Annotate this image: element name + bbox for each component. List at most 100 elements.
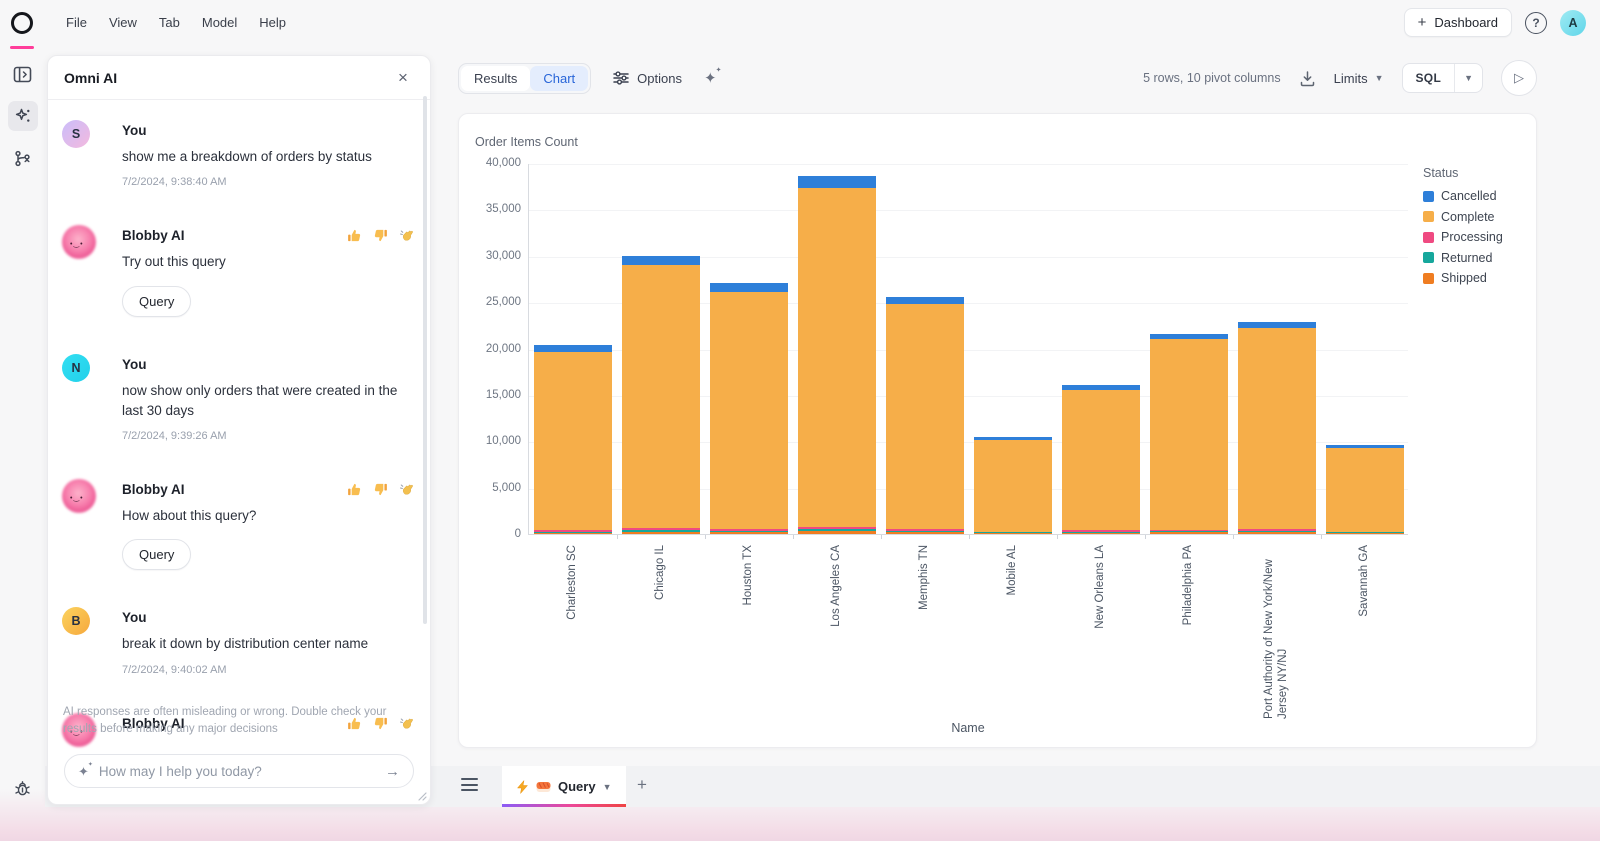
bar-segment-processing[interactable]	[1062, 530, 1140, 532]
stacked-bar[interactable]	[622, 255, 700, 534]
stacked-bar[interactable]	[974, 437, 1052, 534]
chat-input[interactable]	[98, 763, 375, 779]
bar-segment-complete[interactable]	[974, 440, 1052, 532]
wave-icon[interactable]	[399, 482, 414, 497]
help-icon[interactable]: ?	[1525, 11, 1547, 34]
bar-segment-cancelled[interactable]	[886, 296, 964, 305]
menu-model[interactable]: Model	[201, 15, 238, 30]
options-button[interactable]: Options	[613, 71, 682, 86]
bar-segment-shipped[interactable]	[1326, 533, 1404, 534]
bar-segment-complete[interactable]	[798, 187, 876, 527]
query-link-button[interactable]: Query	[122, 539, 192, 571]
bar-segment-processing[interactable]	[710, 529, 788, 531]
bar-segment-cancelled[interactable]	[1238, 322, 1316, 329]
thumbs-up-icon[interactable]	[347, 482, 362, 497]
bar-segment-complete[interactable]	[1062, 389, 1140, 531]
bar-segment-shipped[interactable]	[798, 531, 876, 534]
bar-segment-processing[interactable]	[798, 526, 876, 529]
wave-icon[interactable]	[399, 228, 414, 243]
bar-segment-returned[interactable]	[798, 528, 876, 532]
panel-toggle-icon[interactable]	[8, 59, 38, 89]
tab-list-menu-icon[interactable]	[461, 778, 478, 791]
bar-segment-cancelled[interactable]	[1062, 384, 1140, 390]
bar-segment-shipped[interactable]	[1150, 532, 1228, 534]
menu-help[interactable]: Help	[259, 15, 287, 30]
stacked-bar[interactable]	[1326, 445, 1404, 534]
bar-segment-returned[interactable]	[1238, 530, 1316, 533]
sql-button[interactable]: SQL	[1415, 71, 1442, 85]
bar-segment-returned[interactable]	[886, 530, 964, 533]
bar-segment-returned[interactable]	[534, 531, 612, 533]
sql-dropdown-button[interactable]: ▼	[1454, 64, 1482, 92]
bar-segment-cancelled[interactable]	[534, 344, 612, 352]
bar-segment-cancelled[interactable]	[1326, 445, 1404, 448]
bar-segment-cancelled[interactable]	[1150, 333, 1228, 339]
bar-segment-processing[interactable]	[1150, 529, 1228, 532]
tab-chart[interactable]: Chart	[530, 65, 589, 91]
thumbs-up-icon[interactable]	[347, 716, 362, 731]
menu-view[interactable]: View	[108, 15, 137, 30]
omni-logo-icon[interactable]	[11, 11, 33, 34]
send-arrow-icon[interactable]: →	[385, 762, 400, 780]
stacked-bar[interactable]	[798, 175, 876, 534]
tab-query[interactable]: Query ▼	[502, 766, 626, 807]
thumbs-down-icon[interactable]	[373, 716, 388, 731]
run-query-button[interactable]: ▷	[1501, 60, 1537, 96]
ai-assist-icon[interactable]: ✦	[704, 66, 721, 87]
bug-icon[interactable]	[7, 773, 37, 803]
bar-segment-returned[interactable]	[1150, 531, 1228, 533]
bar-segment-shipped[interactable]	[974, 532, 1052, 534]
legend-item[interactable]: Complete	[1423, 210, 1503, 224]
bar-segment-returned[interactable]	[622, 529, 700, 532]
legend-item[interactable]: Shipped	[1423, 271, 1503, 285]
bar-segment-complete[interactable]	[886, 304, 964, 530]
query-link-button[interactable]: Query	[122, 285, 192, 317]
new-dashboard-button[interactable]: + Dashboard	[1403, 8, 1512, 37]
stacked-bar[interactable]	[1062, 384, 1140, 534]
bar-segment-processing[interactable]	[974, 531, 1052, 533]
bar-segment-processing[interactable]	[1238, 529, 1316, 531]
limits-dropdown[interactable]: Limits ▼	[1334, 71, 1384, 86]
bar-segment-shipped[interactable]	[534, 532, 612, 534]
bar-segment-shipped[interactable]	[1238, 532, 1316, 534]
bar-segment-complete[interactable]	[534, 351, 612, 531]
legend-item[interactable]: Cancelled	[1423, 189, 1503, 203]
menu-file[interactable]: File	[66, 15, 87, 30]
thumbs-up-icon[interactable]	[347, 228, 362, 243]
ai-sparkles-icon[interactable]	[7, 101, 38, 131]
bar-segment-processing[interactable]	[1326, 531, 1404, 533]
close-icon[interactable]: ×	[398, 67, 408, 87]
stacked-bar[interactable]	[1238, 322, 1316, 534]
bar-segment-complete[interactable]	[1326, 447, 1404, 532]
legend-item[interactable]: Returned	[1423, 251, 1503, 265]
bar-segment-shipped[interactable]	[886, 532, 964, 534]
bar-segment-complete[interactable]	[710, 291, 788, 530]
download-icon[interactable]	[1299, 70, 1316, 87]
bar-segment-returned[interactable]	[710, 530, 788, 533]
stacked-bar[interactable]	[710, 283, 788, 534]
bar-segment-processing[interactable]	[534, 530, 612, 532]
bar-segment-complete[interactable]	[1238, 328, 1316, 530]
bar-segment-complete[interactable]	[622, 265, 700, 529]
bar-segment-shipped[interactable]	[710, 532, 788, 534]
resize-grip-icon[interactable]	[418, 792, 427, 801]
bar-segment-cancelled[interactable]	[710, 283, 788, 292]
chat-scrollbar[interactable]	[423, 96, 427, 624]
stacked-bar[interactable]	[886, 296, 964, 534]
stacked-bar[interactable]	[534, 344, 612, 534]
bar-segment-complete[interactable]	[1150, 338, 1228, 530]
bar-segment-returned[interactable]	[1062, 531, 1140, 533]
add-tab-button[interactable]: +	[637, 775, 647, 794]
branch-icon[interactable]	[8, 143, 38, 173]
wave-icon[interactable]	[399, 716, 414, 731]
legend-item[interactable]: Processing	[1423, 230, 1503, 244]
tab-results[interactable]: Results	[461, 65, 531, 91]
bar-segment-cancelled[interactable]	[974, 437, 1052, 441]
menu-tab[interactable]: Tab	[158, 15, 180, 30]
thumbs-down-icon[interactable]	[373, 228, 388, 243]
bar-segment-processing[interactable]	[622, 528, 700, 530]
bar-segment-cancelled[interactable]	[798, 175, 876, 188]
user-avatar[interactable]: A	[1560, 9, 1586, 36]
thumbs-down-icon[interactable]	[373, 482, 388, 497]
bar-segment-cancelled[interactable]	[622, 255, 700, 266]
